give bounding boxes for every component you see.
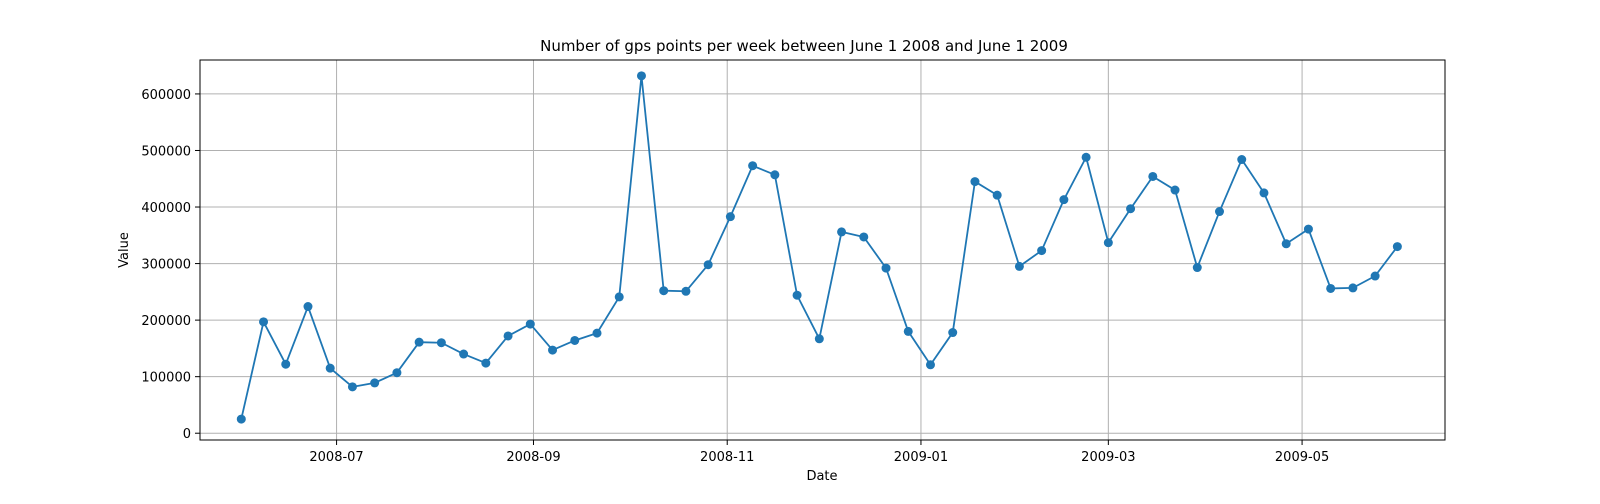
data-point <box>992 190 1002 200</box>
grid-lines <box>200 60 1445 440</box>
data-point <box>636 71 646 81</box>
data-point <box>1037 246 1047 256</box>
data-points <box>236 71 1402 424</box>
data-point <box>748 161 758 171</box>
data-point <box>259 317 269 327</box>
data-point <box>414 337 424 347</box>
chart-title: Number of gps points per week between Ju… <box>540 37 1068 55</box>
data-point <box>503 331 513 341</box>
y-tick-label: 300000 <box>141 258 191 273</box>
data-point <box>770 170 780 180</box>
data-point <box>592 328 602 338</box>
data-point <box>1126 204 1136 214</box>
x-tick-label: 2009-05 <box>1275 450 1329 465</box>
data-point <box>1081 152 1091 162</box>
data-point <box>614 292 624 302</box>
data-point <box>570 335 580 345</box>
y-tick-label: 500000 <box>141 144 191 159</box>
data-point <box>1370 271 1380 281</box>
data-point <box>1215 207 1225 217</box>
data-point <box>1148 171 1158 181</box>
y-tick-label: 600000 <box>141 88 191 103</box>
data-point <box>325 363 335 373</box>
data-point <box>903 326 913 336</box>
data-point <box>1014 261 1024 271</box>
y-tick-label: 0 <box>183 427 191 442</box>
data-point <box>236 414 246 424</box>
series-line <box>240 74 1399 420</box>
data-point <box>837 227 847 237</box>
data-point <box>370 378 380 388</box>
series-line-layer <box>240 74 1399 420</box>
data-point <box>948 328 958 338</box>
data-point <box>881 263 891 273</box>
data-point <box>303 302 313 312</box>
data-point <box>1348 283 1358 293</box>
data-point <box>548 345 558 355</box>
data-point <box>1392 242 1402 252</box>
data-point <box>814 334 824 344</box>
data-point <box>1103 238 1113 248</box>
data-point <box>1303 224 1313 234</box>
data-point <box>436 338 446 348</box>
x-tick-label: 2008-09 <box>506 450 560 465</box>
x-tick-label: 2009-03 <box>1081 450 1135 465</box>
data-point <box>792 290 802 300</box>
data-point <box>659 286 669 296</box>
data-point <box>525 319 535 329</box>
data-point <box>1326 283 1336 293</box>
data-point <box>481 358 491 368</box>
data-point <box>459 349 469 359</box>
x-axis-ticks: 2008-07 2008-09 2008-11 2009-01 2009-03 2009-… <box>309 440 1329 465</box>
y-tick-label: 100000 <box>141 371 191 386</box>
data-point <box>725 212 735 222</box>
data-point <box>281 359 291 369</box>
data-point <box>1059 195 1069 205</box>
data-point <box>703 260 713 270</box>
x-tick-label: 2009-01 <box>894 450 948 465</box>
data-point <box>392 368 402 378</box>
data-point <box>1281 239 1291 249</box>
data-point <box>681 286 691 296</box>
data-point <box>1237 155 1247 165</box>
data-point <box>970 177 980 187</box>
plot-frame <box>199 59 1446 441</box>
x-axis-label: Date <box>806 469 837 484</box>
data-point <box>1192 263 1202 273</box>
data-point <box>347 382 357 392</box>
y-tick-label: 400000 <box>141 201 191 216</box>
x-tick-label: 2008-07 <box>309 450 363 465</box>
data-point <box>1170 185 1180 195</box>
y-tick-label: 200000 <box>141 314 191 329</box>
data-point <box>925 360 935 370</box>
x-tick-label: 2008-11 <box>700 450 754 465</box>
y-axis-ticks: 0 100000 200000 300000 400000 500000 600000 <box>141 88 200 442</box>
data-point <box>859 232 869 242</box>
data-point <box>1259 188 1269 198</box>
y-axis-label: Value <box>117 232 132 268</box>
